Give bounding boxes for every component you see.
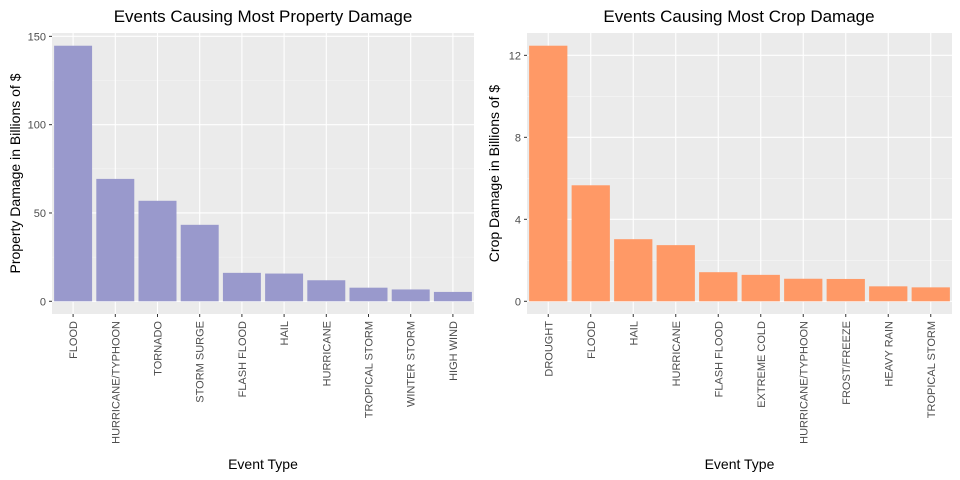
- y-tick-label: 4: [515, 214, 521, 226]
- crop-chart-title: Events Causing Most Crop Damage: [603, 7, 874, 26]
- bar-flood: [571, 185, 610, 302]
- x-tick-label: HURRICANE: [321, 321, 333, 386]
- x-tick-label: DROUGHT: [543, 321, 555, 377]
- y-tick-label: 12: [509, 50, 521, 62]
- bar-hail: [265, 273, 304, 302]
- property-x-axis-title: Event Type: [228, 456, 298, 472]
- x-tick-label: FROST/FREEZE: [841, 321, 853, 405]
- bar-flood: [54, 45, 93, 302]
- crop-damage-chart: 0 4 8 12 DROUGHT FLOOD HAIL HURRICANE FLASH FLOO…: [486, 7, 952, 472]
- bar-tornado: [138, 200, 177, 302]
- x-tick-label: HEAVY RAIN: [883, 321, 895, 387]
- bar-frost-freeze: [826, 278, 865, 302]
- x-tick-label: HURRICANE: [671, 321, 683, 386]
- x-tick-label: FLASH FLOOD: [237, 321, 249, 397]
- y-tick-label: 8: [515, 132, 521, 144]
- bar-hurricane: [656, 245, 695, 302]
- bar-hurricane: [307, 280, 346, 302]
- property-chart-title: Events Causing Most Property Damage: [114, 7, 413, 26]
- x-tick-label: FLOOD: [586, 321, 598, 359]
- y-tick-label: 50: [34, 208, 46, 220]
- x-tick-label: HAIL: [628, 321, 640, 345]
- bar-tropical-storm: [911, 287, 950, 302]
- bar-heavy-rain: [869, 286, 908, 302]
- x-tick-label: TROPICAL STORM: [926, 321, 938, 418]
- bar-tropical-storm: [349, 287, 388, 302]
- bar-storm-surge: [180, 224, 219, 302]
- x-tick-label: TORNADO: [153, 321, 165, 376]
- y-tick-label: 0: [515, 296, 521, 308]
- bar-hurricane-typhoon: [96, 178, 135, 302]
- y-tick-label: 0: [40, 296, 46, 308]
- x-tick-label: STORM SURGE: [195, 321, 207, 403]
- y-tick-label: 100: [28, 120, 46, 132]
- x-tick-label: FLOOD: [68, 321, 80, 359]
- x-tick-label: HAIL: [279, 321, 291, 345]
- bar-high-wind: [433, 291, 472, 302]
- bar-hurricane-typhoon: [784, 278, 823, 302]
- property-damage-chart: 0 50 100 150 FLOOD HURRICANE/TYPHOON TORNADO ST…: [7, 7, 474, 472]
- property-y-axis-title: Property Damage in Billions of $: [7, 73, 23, 273]
- x-tick-label: HURRICANE/TYPHOON: [798, 321, 810, 444]
- y-tick-label: 150: [28, 31, 46, 43]
- bar-flash-flood: [222, 272, 261, 302]
- crop-y-axis-title: Crop Damage in Billions of $: [486, 85, 502, 263]
- x-tick-label: TROPICAL STORM: [364, 321, 376, 418]
- bar-flash-flood: [699, 272, 738, 302]
- crop-x-axis-title: Event Type: [705, 456, 775, 472]
- x-tick-label: HIGH WIND: [448, 321, 460, 381]
- x-tick-label: WINTER STORM: [406, 321, 418, 407]
- x-tick-label: EXTREME COLD: [756, 321, 768, 408]
- bar-extreme-cold: [741, 274, 780, 302]
- bar-winter-storm: [391, 289, 430, 302]
- bar-drought: [529, 45, 568, 302]
- x-tick-label: HURRICANE/TYPHOON: [110, 321, 122, 444]
- x-tick-label: FLASH FLOOD: [713, 321, 725, 397]
- bar-hail: [614, 239, 653, 302]
